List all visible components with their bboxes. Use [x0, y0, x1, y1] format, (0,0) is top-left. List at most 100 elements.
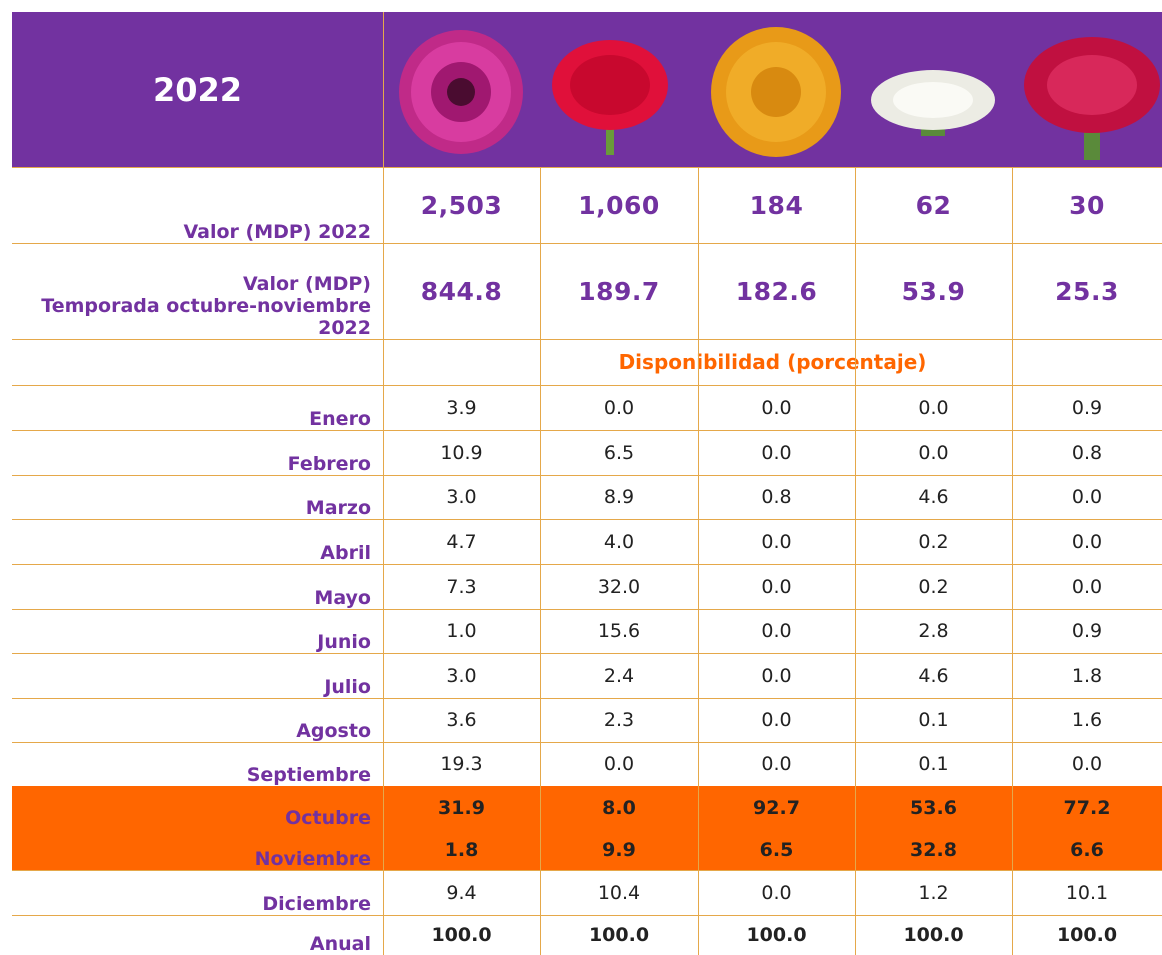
value-cell: 92.7 [698, 786, 855, 829]
label-line: Temporada octubre-noviembre [41, 295, 371, 317]
value-cell: 10.1 [1012, 870, 1162, 915]
value-cell: 1.2 [855, 870, 1012, 915]
value-cell: 0.0 [698, 519, 855, 564]
carnation [552, 40, 668, 155]
value-cell: 4.6 [855, 475, 1012, 519]
flower-images [0, 0, 1162, 170]
value-cell: 0.0 [698, 698, 855, 742]
value-cell: 0.0 [698, 870, 855, 915]
value-cell: 10.4 [540, 870, 698, 915]
value-cell: 0.2 [855, 519, 1012, 564]
value-cell: 0.1 [855, 698, 1012, 742]
row-label: Julio [12, 653, 383, 698]
value-cell: 9.4 [383, 870, 540, 915]
row-label: Noviembre [12, 829, 383, 870]
dahlia [399, 30, 523, 154]
value-cell: 0.2 [855, 564, 1012, 609]
value-cell: 0.0 [540, 742, 698, 786]
value-cell: 4.0 [540, 519, 698, 564]
value-cell: 844.8 [383, 243, 540, 339]
value-cell: 25.3 [1012, 243, 1162, 339]
value-cell: 3.6 [383, 698, 540, 742]
row-label: Febrero [12, 430, 383, 475]
value-cell: 19.3 [383, 742, 540, 786]
marigold [711, 27, 841, 157]
value-cell: 1.6 [1012, 698, 1162, 742]
row-label: Octubre [12, 786, 383, 829]
value-cell: 53.9 [855, 243, 1012, 339]
row-label: Anual [12, 915, 383, 955]
value-cell: 0.0 [1012, 564, 1162, 609]
value-cell: 53.6 [855, 786, 1012, 829]
value-cell: 100.0 [540, 915, 698, 955]
column-rule [698, 167, 699, 955]
value-cell: 0.0 [1012, 519, 1162, 564]
column-rule [383, 12, 384, 167]
value-cell: 0.0 [1012, 475, 1162, 519]
column-rule [1012, 167, 1013, 955]
value-cell: 6.5 [698, 829, 855, 870]
column-rule [855, 167, 856, 955]
value-cell: 1.8 [1012, 653, 1162, 698]
value-cell: 184 [698, 167, 855, 243]
value-cell: 15.6 [540, 609, 698, 653]
availability-title: Disponibilidad (porcentaje) [383, 339, 1162, 385]
row-label: Enero [12, 385, 383, 430]
value-cell: 3.9 [383, 385, 540, 430]
value-cell: 32.8 [855, 829, 1012, 870]
value-cell: 31.9 [383, 786, 540, 829]
row-label: Agosto [12, 698, 383, 742]
value-cell: 0.9 [1012, 609, 1162, 653]
value-cell: 6.6 [1012, 829, 1162, 870]
value-cell: 0.8 [698, 475, 855, 519]
value-cell: 0.9 [1012, 385, 1162, 430]
value-cell: 62 [855, 167, 1012, 243]
value-cell: 0.0 [1012, 742, 1162, 786]
value-cell: 8.9 [540, 475, 698, 519]
row-label: Septiembre [12, 742, 383, 786]
value-cell: 2.3 [540, 698, 698, 742]
value-cell: 0.8 [1012, 430, 1162, 475]
value-cell: 0.1 [855, 742, 1012, 786]
value-cell: 1,060 [540, 167, 698, 243]
white-flower [871, 70, 995, 136]
value-cell: 10.9 [383, 430, 540, 475]
row-label: Valor (MDP) 2022 [12, 167, 383, 243]
value-cell: 0.0 [698, 430, 855, 475]
value-cell: 0.0 [698, 609, 855, 653]
value-cell: 30 [1012, 167, 1162, 243]
value-cell: 1.8 [383, 829, 540, 870]
value-cell: 0.0 [855, 385, 1012, 430]
value-cell: 0.0 [698, 653, 855, 698]
row-label: Diciembre [12, 870, 383, 915]
label-line: Valor (MDP) [243, 273, 371, 295]
value-cell: 4.7 [383, 519, 540, 564]
row-label: Abril [12, 519, 383, 564]
value-cell: 0.0 [540, 385, 698, 430]
value-cell: 3.0 [383, 475, 540, 519]
value-cell: 0.0 [855, 430, 1012, 475]
value-cell: 0.0 [698, 385, 855, 430]
value-cell: 6.5 [540, 430, 698, 475]
row-label: Junio [12, 609, 383, 653]
value-cell: 189.7 [540, 243, 698, 339]
value-cell: 1.0 [383, 609, 540, 653]
value-cell: 0.0 [698, 564, 855, 609]
label-line: Valor (MDP) 2022 [183, 221, 371, 243]
value-cell: 77.2 [1012, 786, 1162, 829]
column-rule [383, 167, 384, 955]
row-label: Mayo [12, 564, 383, 609]
value-cell: 182.6 [698, 243, 855, 339]
value-cell: 0.0 [698, 742, 855, 786]
value-cell: 3.0 [383, 653, 540, 698]
label-line: 2022 [318, 317, 371, 339]
value-cell: 100.0 [1012, 915, 1162, 955]
column-rule [540, 167, 541, 955]
value-cell: 100.0 [698, 915, 855, 955]
value-cell: 100.0 [855, 915, 1012, 955]
value-cell: 9.9 [540, 829, 698, 870]
value-cell: 8.0 [540, 786, 698, 829]
value-cell: 2,503 [383, 167, 540, 243]
value-cell: 4.6 [855, 653, 1012, 698]
